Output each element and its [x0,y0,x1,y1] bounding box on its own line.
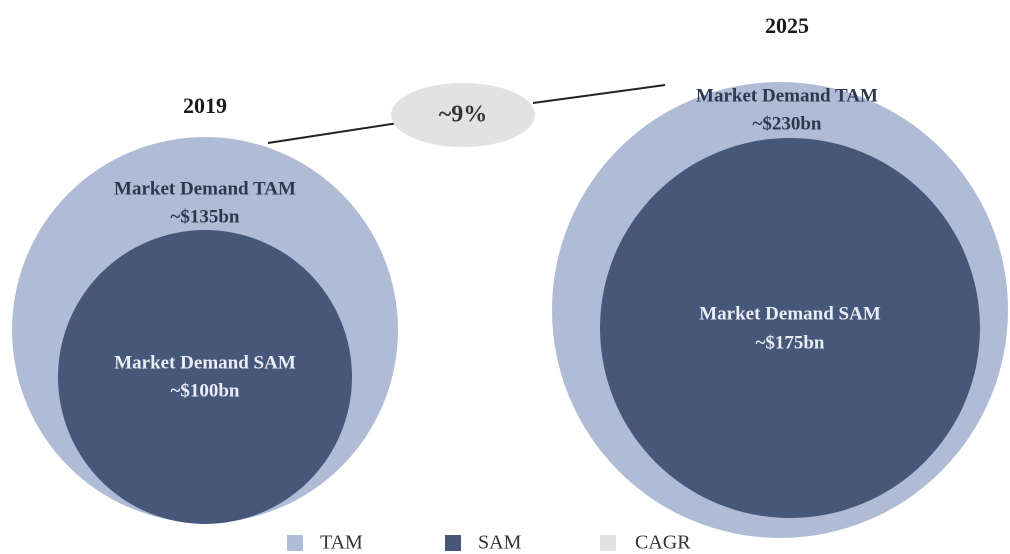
legend-swatch [287,535,303,551]
sam-label: Market Demand SAM [114,352,296,373]
year: 2025 [765,13,809,38]
sam-value: ~$175bn [755,332,824,353]
sam-circle [600,138,980,518]
tam-label: Market Demand TAM [696,85,878,106]
sam-label: Market Demand SAM [699,303,881,324]
sam-circle [58,230,352,524]
tam-value: ~$230bn [752,113,821,134]
connector [532,84,666,104]
sam-value: ~$100bn [170,380,239,401]
legend-label: CAGR [635,532,691,554]
legend-swatch [445,535,461,551]
tam-label: Market Demand TAM [114,178,296,199]
year: 2019 [183,93,227,118]
legend-swatch [600,535,616,551]
cagr-bubble [391,83,535,147]
cagr-label: ~9% [439,102,487,128]
legend-label: TAM [320,532,363,554]
legend-label: SAM [478,532,522,554]
tam-value: ~$135bn [170,206,239,227]
connector [267,122,399,144]
